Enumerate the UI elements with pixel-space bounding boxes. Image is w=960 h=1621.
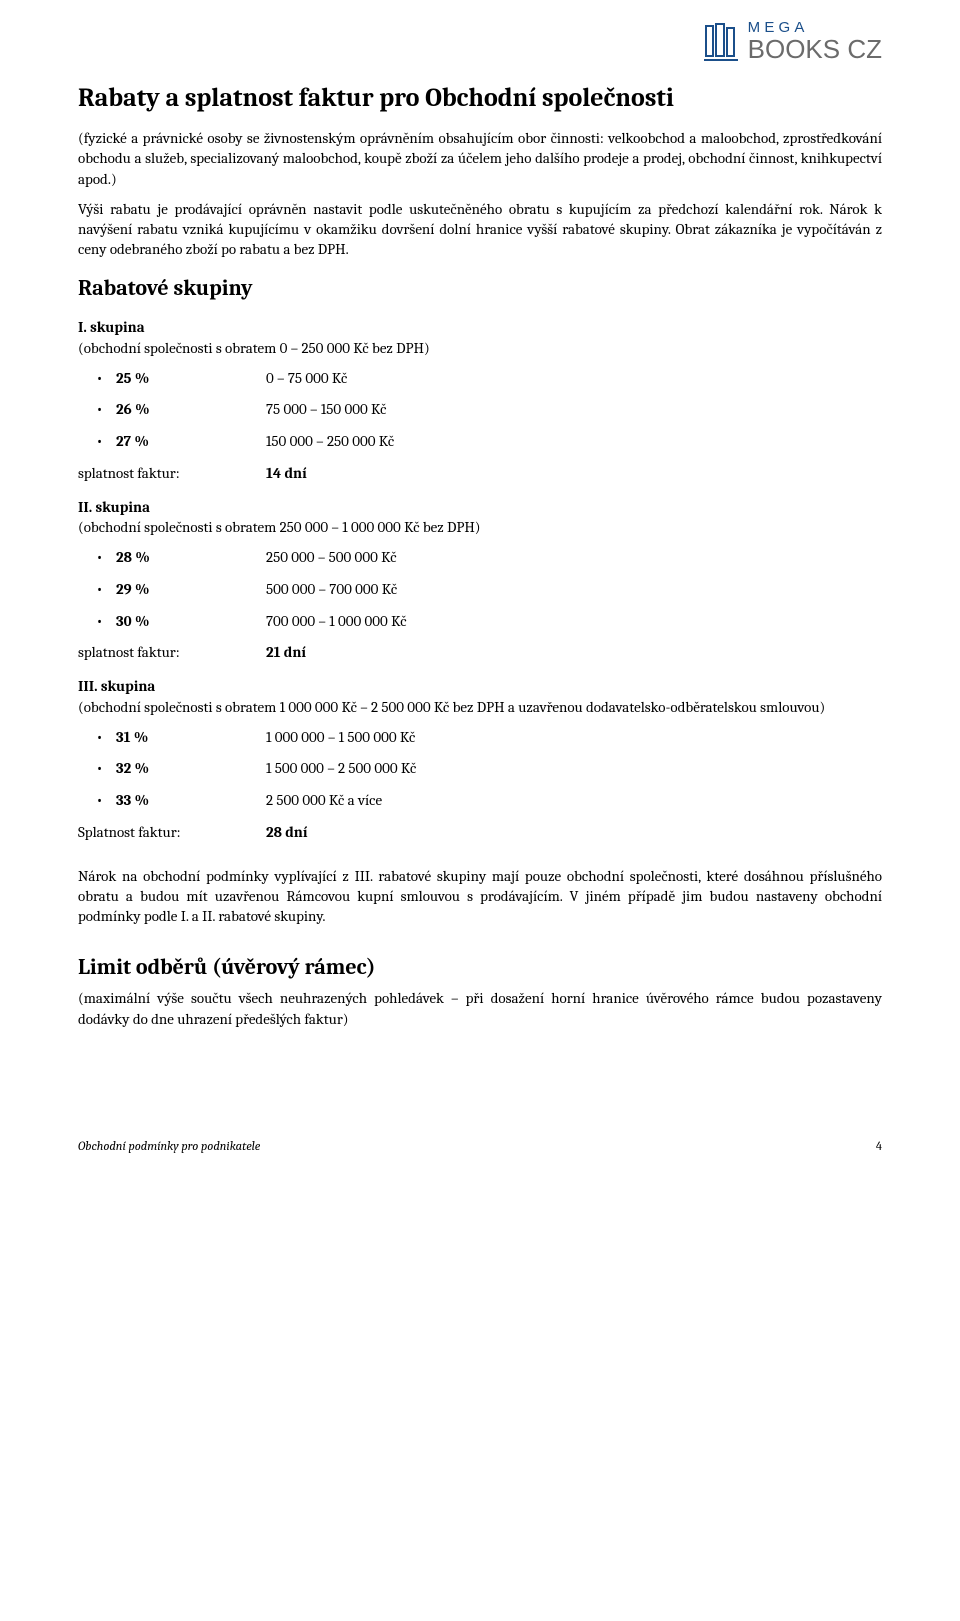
- tier-percent: 27 %: [116, 431, 266, 451]
- page-footer: Obchodní podmínky pro podnikatele 4: [78, 1139, 882, 1156]
- tier-range: 2 500 000 Kč a více: [266, 790, 382, 810]
- tier-percent: 26 %: [116, 399, 266, 419]
- group1-splatnost: splatnost faktur: 14 dní: [78, 463, 882, 483]
- group3-sub: (obchodní společnosti s obratem 1 000 00…: [78, 697, 882, 717]
- tier-row: 31 %1 000 000 – 1 500 000 Kč: [116, 727, 882, 749]
- group1-sub: (obchodní společnosti s obratem 0 – 250 …: [78, 338, 882, 358]
- header-logo-row: MEGA BOOKS CZ: [78, 20, 882, 63]
- tier-row: 28 %250 000 – 500 000 Kč: [116, 547, 882, 569]
- tier-range: 250 000 – 500 000 Kč: [266, 547, 397, 567]
- tier-range: 0 – 75 000 Kč: [266, 368, 347, 388]
- brand-text: MEGA BOOKS CZ: [748, 20, 882, 63]
- tier-range: 150 000 – 250 000 Kč: [266, 431, 394, 451]
- tier-percent: 32 %: [116, 758, 266, 778]
- splatnost-label: splatnost faktur:: [78, 642, 266, 662]
- tier-row: 32 %1 500 000 – 2 500 000 Kč: [116, 758, 882, 780]
- group1-head: I. skupina: [78, 317, 882, 337]
- tier-row: 33 %2 500 000 Kč a více: [116, 790, 882, 812]
- splatnost-value: 21 dní: [266, 642, 306, 662]
- tier-row: 25 %0 – 75 000 Kč: [116, 368, 882, 390]
- tier-row: 26 %75 000 – 150 000 Kč: [116, 399, 882, 421]
- tier-row: 27 %150 000 – 250 000 Kč: [116, 431, 882, 453]
- tier-range: 1 500 000 – 2 500 000 Kč: [266, 758, 416, 778]
- group2-head: II. skupina: [78, 497, 882, 517]
- tier-percent: 28 %: [116, 547, 266, 567]
- body-paragraph: Výši rabatu je prodávající oprávněn nast…: [78, 199, 882, 260]
- limit-heading: Limit odběrů (úvěrový rámec): [78, 953, 882, 983]
- splatnost-label: Splatnost faktur:: [78, 822, 266, 842]
- tier-range: 1 000 000 – 1 500 000 Kč: [266, 727, 415, 747]
- group2-sub: (obchodní společnosti s obratem 250 000 …: [78, 517, 882, 537]
- brand-books: BOOKS CZ: [748, 36, 882, 63]
- tier-percent: 33 %: [116, 790, 266, 810]
- book-icon: [704, 22, 738, 62]
- tier-row: 29 %500 000 – 700 000 Kč: [116, 579, 882, 601]
- footer-doc-title: Obchodní podmínky pro podnikatele: [78, 1139, 260, 1156]
- tier-percent: 29 %: [116, 579, 266, 599]
- intro-paragraph: (fyzické a právnické osoby se živnostens…: [78, 128, 882, 189]
- group2-splatnost: splatnost faktur: 21 dní: [78, 642, 882, 662]
- rabat-groups-heading: Rabatové skupiny: [78, 274, 882, 304]
- tier-range: 700 000 – 1 000 000 Kč: [266, 611, 407, 631]
- note-paragraph: Nárok na obchodní podmínky vyplívající z…: [78, 866, 882, 927]
- limit-body: (maximální výše součtu všech neuhrazenýc…: [78, 988, 882, 1029]
- tier-percent: 25 %: [116, 368, 266, 388]
- group3-head: III. skupina: [78, 676, 882, 696]
- tier-range: 75 000 – 150 000 Kč: [266, 399, 386, 419]
- group3-splatnost: Splatnost faktur: 28 dní: [78, 822, 882, 842]
- splatnost-label: splatnost faktur:: [78, 463, 266, 483]
- tier-percent: 30 %: [116, 611, 266, 631]
- group2-tiers: 28 %250 000 – 500 000 Kč 29 %500 000 – 7…: [78, 547, 882, 632]
- splatnost-value: 28 dní: [266, 822, 307, 842]
- tier-row: 30 %700 000 – 1 000 000 Kč: [116, 611, 882, 633]
- brand-logo: MEGA BOOKS CZ: [704, 20, 882, 63]
- tier-range: 500 000 – 700 000 Kč: [266, 579, 397, 599]
- group1-tiers: 25 %0 – 75 000 Kč 26 %75 000 – 150 000 K…: [78, 368, 882, 453]
- tier-percent: 31 %: [116, 727, 266, 747]
- splatnost-value: 14 dní: [266, 463, 307, 483]
- page-title: Rabaty a splatnost faktur pro Obchodní s…: [78, 81, 882, 116]
- page-number: 4: [876, 1139, 882, 1156]
- group3-tiers: 31 %1 000 000 – 1 500 000 Kč 32 %1 500 0…: [78, 727, 882, 812]
